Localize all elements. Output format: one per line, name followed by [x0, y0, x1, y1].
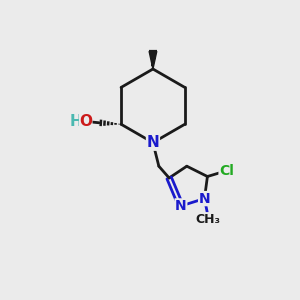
Text: N: N [175, 199, 187, 213]
Text: Cl: Cl [219, 164, 234, 178]
Text: N: N [199, 192, 210, 206]
Text: CH₃: CH₃ [195, 213, 220, 226]
Text: N: N [147, 135, 159, 150]
Text: O: O [79, 114, 92, 129]
Polygon shape [149, 51, 157, 69]
Text: H: H [70, 114, 83, 129]
